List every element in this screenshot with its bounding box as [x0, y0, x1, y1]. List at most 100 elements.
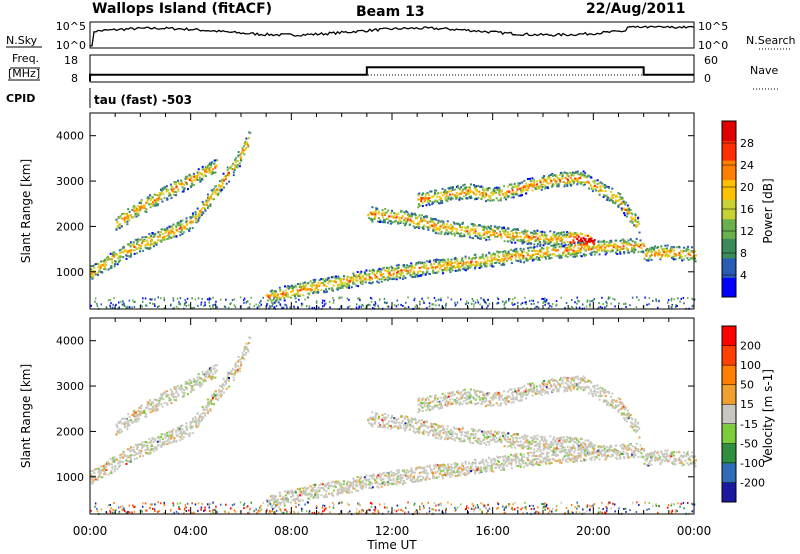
- power-cell: [598, 243, 601, 246]
- power-cell: [519, 254, 522, 257]
- power-cell: [445, 266, 448, 269]
- power-cell: [682, 296, 685, 299]
- power-cell: [418, 214, 421, 217]
- power-cell: [294, 286, 297, 289]
- velocity-cell: [142, 454, 145, 457]
- power-cell: [366, 273, 369, 276]
- power-cell: [128, 243, 131, 246]
- power-cell: [494, 229, 496, 232]
- power-cell: [604, 184, 607, 187]
- velocity-cell: [144, 451, 147, 454]
- power-cell: [396, 273, 399, 276]
- power-cell: [136, 252, 139, 255]
- power-cell: [476, 235, 479, 238]
- velocity-cell: [287, 500, 290, 503]
- velocity-cell: [195, 424, 197, 427]
- velocity-cell: [168, 430, 171, 433]
- power-cell: [622, 200, 625, 203]
- velocity-cell: [321, 483, 324, 486]
- power-cell: [460, 191, 463, 194]
- velocity-cell: [169, 434, 172, 437]
- velocity-cell: [209, 367, 211, 370]
- power-cell: [620, 207, 623, 210]
- power-cell: [293, 293, 296, 295]
- velocity-cell: [175, 429, 178, 432]
- velocity-cell: [309, 495, 312, 498]
- power-cell: [409, 219, 412, 222]
- power-cell: [609, 250, 612, 253]
- velocity-cell: [309, 493, 312, 496]
- power-cell: [423, 224, 426, 227]
- power-cell: [542, 183, 545, 186]
- power-cell: [610, 244, 613, 247]
- power-cell: [418, 307, 420, 309]
- power-cell: [172, 191, 175, 194]
- power-cell: [480, 192, 483, 195]
- power-cell: [558, 173, 561, 176]
- power-cell: [429, 196, 432, 199]
- power-cell: [181, 232, 184, 235]
- power-cell: [222, 178, 225, 181]
- power-cell: [480, 261, 483, 264]
- power-cell: [413, 270, 415, 273]
- power-cell: [119, 223, 122, 226]
- power-cell: [647, 249, 650, 252]
- velocity-cell: [125, 418, 128, 421]
- power-cell: [562, 231, 565, 234]
- power-cell: [146, 239, 149, 242]
- power-cell: [420, 266, 423, 269]
- velocity-cell: [234, 372, 237, 374]
- velocity-cell: [185, 425, 188, 428]
- power-cell: [467, 302, 470, 305]
- power-cell: [104, 266, 107, 269]
- power-cell: [619, 248, 622, 251]
- velocity-cell: [162, 441, 165, 444]
- power-cell: [178, 182, 181, 185]
- power-cell: [384, 277, 387, 279]
- power-cell: [604, 253, 607, 256]
- velocity-cell: [191, 417, 194, 420]
- power-cell: [599, 186, 602, 189]
- velocity-cell: [237, 365, 240, 367]
- velocity-cell: [287, 498, 290, 501]
- power-cell: [424, 220, 427, 223]
- power-cell: [355, 274, 358, 277]
- power-cell: [175, 182, 178, 185]
- velocity-cell: [163, 434, 166, 437]
- power-cell: [582, 237, 585, 240]
- velocity-cell: [326, 483, 329, 486]
- power-cell: [159, 239, 162, 242]
- power-cell: [240, 156, 243, 158]
- power-cell: [467, 267, 469, 270]
- power-cell: [615, 199, 617, 202]
- power-cell: [423, 262, 425, 265]
- power-cell: [213, 162, 216, 165]
- power-cell: [584, 181, 587, 184]
- power-cell: [191, 220, 194, 223]
- power-cell: [382, 216, 385, 219]
- power-cell: [194, 211, 197, 214]
- power-cell: [141, 240, 144, 243]
- power-cell: [154, 242, 157, 245]
- power-cell: [269, 290, 272, 293]
- power-cell: [228, 166, 231, 169]
- power-cell: [541, 176, 544, 179]
- power-cell: [533, 258, 535, 261]
- power-cell: [152, 242, 155, 245]
- power-cell: [408, 223, 411, 226]
- velocity-cell: [183, 389, 186, 392]
- velocity-cell: [149, 452, 152, 455]
- power-cell: [430, 219, 433, 222]
- power-cell: [438, 262, 441, 265]
- power-cell: [181, 227, 183, 230]
- power-cell: [126, 251, 129, 254]
- velocity-cell: [161, 405, 164, 408]
- power-cell: [613, 194, 615, 196]
- power-cell: [141, 242, 144, 245]
- power-cell: [277, 293, 280, 296]
- power-cell: [225, 298, 227, 301]
- power-cell: [309, 280, 312, 283]
- power-cell: [204, 301, 206, 304]
- power-cell: [158, 192, 161, 195]
- power-cell: [472, 225, 475, 228]
